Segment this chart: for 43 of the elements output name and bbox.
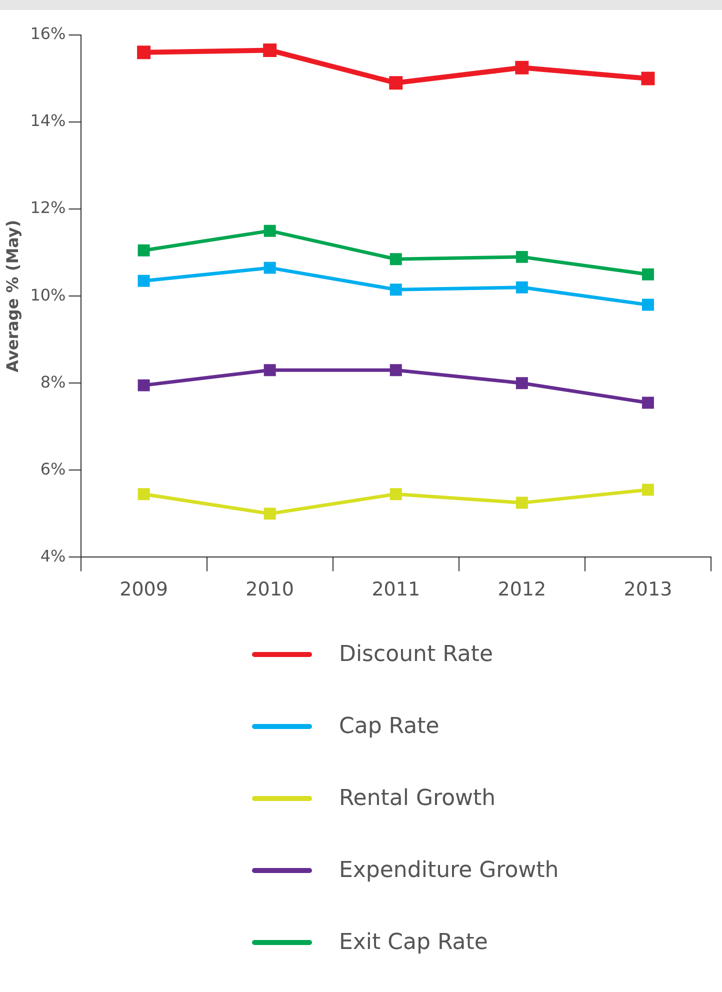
point [642,396,654,409]
point [264,364,276,376]
point [642,268,654,280]
point [389,76,403,90]
point [138,488,150,500]
x-tick-label: 2011 [372,578,420,601]
point [264,508,276,520]
legend-label: Cap Rate [339,714,440,738]
y-tick-label: 4% [40,546,66,566]
x-tick-label: 2013 [624,578,672,601]
point [137,46,151,60]
y-tick-label: 8% [40,372,66,392]
y-axis-title: Average % (May) [2,220,22,372]
legend-label: Exit Cap Rate [339,930,488,954]
y-tick-label: 10% [30,285,66,304]
x-tick-label: 2010 [246,578,294,601]
y-tick-label: 16% [30,24,66,44]
y-tick-label: 14% [30,111,66,130]
point [263,43,277,57]
point [390,364,402,376]
y-tick-label: 12% [30,198,66,218]
point [516,281,528,294]
point [390,488,402,500]
point [138,379,150,392]
point [390,253,402,266]
point [138,274,150,287]
point [516,377,528,390]
point [516,250,528,263]
point [390,284,402,296]
point [642,484,654,496]
x-tick-label: 2012 [498,578,546,601]
legend-label: Discount Rate [339,642,494,666]
point [516,496,528,509]
point [641,72,655,86]
legend-label: Rental Growth [339,786,496,810]
point [264,224,276,237]
y-tick-label: 6% [40,459,66,478]
point [264,262,276,274]
x-tick-label: 2009 [120,578,168,601]
point [138,244,150,256]
legend-label: Expenditure Growth [339,858,559,882]
point [515,60,529,74]
point [642,298,654,311]
